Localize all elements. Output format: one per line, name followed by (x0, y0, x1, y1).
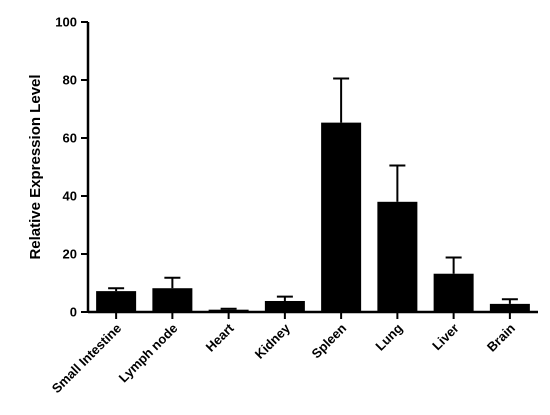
bar (321, 122, 362, 312)
x-tick-label: Lymph node (116, 321, 181, 386)
x-tick-label: Heart (203, 320, 238, 355)
x-tick-label: Small Intestine (49, 321, 124, 396)
bar (152, 288, 193, 312)
y-axis-title: Relative Expression Level (27, 74, 44, 259)
y-axis: 0 20 40 60 80 100 (55, 15, 90, 320)
y-tick-label: 40 (63, 189, 77, 204)
bar (489, 303, 530, 312)
y-tick-label: 80 (63, 73, 77, 88)
bar (264, 300, 305, 312)
y-tick-label: 20 (63, 247, 77, 262)
x-tick-label: Liver (429, 321, 462, 354)
bar (433, 273, 474, 312)
bar (96, 291, 137, 312)
bar (377, 201, 418, 312)
x-tick-label: Kidney (252, 320, 294, 362)
x-tick-label: Lung (372, 320, 405, 353)
bar (208, 309, 249, 312)
y-tick-label: 0 (70, 305, 77, 320)
bars (96, 77, 530, 312)
x-tick-label: Brain (484, 320, 518, 354)
x-tick-label: Spleen (308, 320, 349, 361)
y-tick-label: 100 (55, 15, 77, 30)
y-tick-label: 60 (63, 131, 77, 146)
